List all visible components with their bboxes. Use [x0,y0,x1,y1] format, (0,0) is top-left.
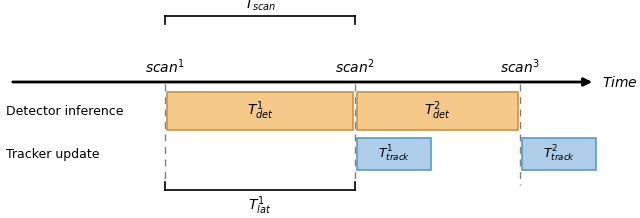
Text: $T^2_{det}$: $T^2_{det}$ [424,100,451,122]
Text: Detector inference: Detector inference [6,104,124,118]
Text: $T^1_{lat}$: $T^1_{lat}$ [248,194,271,217]
Text: $scan^2$: $scan^2$ [335,57,375,76]
Text: $T^1_{det}$: $T^1_{det}$ [246,100,273,122]
Text: $T^1_{track}$: $T^1_{track}$ [378,144,410,164]
Text: $T_{scan}$: $T_{scan}$ [244,0,276,13]
Text: $scan^1$: $scan^1$ [145,57,185,76]
Bar [167,92,353,130]
Bar [357,92,518,130]
Text: $Time$: $Time$ [602,75,638,90]
Bar [522,138,596,170]
Text: $scan^3$: $scan^3$ [500,57,540,76]
Bar [357,138,431,170]
Text: Tracker update: Tracker update [6,148,99,160]
Text: $T^2_{track}$: $T^2_{track}$ [543,144,575,164]
